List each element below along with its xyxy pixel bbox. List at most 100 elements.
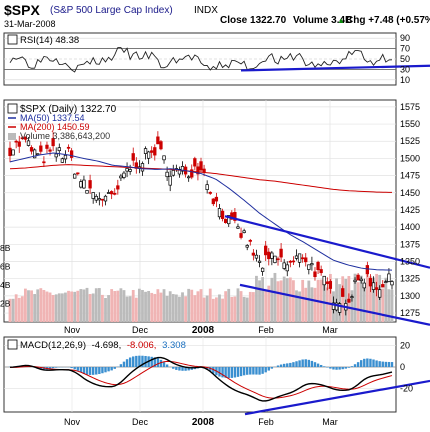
candle-body: [264, 245, 268, 256]
volume-bar: [369, 276, 372, 322]
candle-body: [60, 158, 65, 163]
macd-histogram-bar: [184, 367, 187, 371]
volume-bar: [119, 288, 123, 322]
volume-bar: [94, 288, 98, 322]
macd-histogram-bar: [390, 362, 394, 367]
candle-body: [14, 140, 18, 143]
macd-histogram-bar: [209, 367, 212, 372]
candle-body: [119, 175, 123, 179]
candle-body: [353, 279, 357, 282]
volume-bar: [91, 293, 95, 322]
candle-body: [54, 153, 58, 158]
price-tick-label: 1425: [400, 205, 420, 215]
price-legend: $SPX (Daily) 1322.70 MA(50) 1337.54 MA(2…: [7, 103, 117, 141]
price-tick-label: 1375: [400, 239, 420, 249]
candle-body: [42, 161, 46, 164]
volume-bar: [88, 294, 92, 322]
macd-histogram-bar: [292, 362, 295, 367]
macd-histogram-bar: [332, 367, 335, 370]
macd-histogram-bar: [221, 367, 224, 378]
macd-histogram-bar: [289, 362, 292, 367]
candle-body: [211, 198, 215, 205]
volume-bar: [168, 291, 172, 322]
ma200-legend: MA(200) 1450.59: [20, 122, 90, 132]
macd-histogram-bar: [375, 360, 378, 367]
candle-body: [285, 264, 289, 272]
macd-histogram-bar: [156, 358, 160, 367]
volume-legend: Volume 3,386,643,200: [20, 131, 110, 141]
macd-histogram-bar: [104, 367, 107, 373]
macd-histogram-bar: [230, 367, 234, 378]
macd-histogram-bar: [387, 361, 391, 367]
volume-bar: [147, 290, 151, 322]
lower-trendline: [239, 283, 430, 326]
volume-bar: [125, 296, 129, 322]
rsi-tick-label: 50: [400, 54, 410, 64]
volume-readout: Volume 3.4B: [293, 15, 352, 26]
macd-x-tick-label: Feb: [258, 417, 274, 427]
candle-body: [51, 138, 55, 147]
macd-histogram-bar: [138, 355, 141, 367]
macd-histogram-bar: [150, 356, 153, 367]
candle-body: [316, 261, 320, 271]
rsi-line: [9, 47, 393, 73]
candle-body: [150, 150, 154, 153]
price-panel: 1575 1550 1525 1500 1475 1450 1425 1400 1375 1350…: [0, 99, 430, 326]
candle-body: [171, 170, 175, 176]
volume-bar: [97, 288, 101, 322]
volume-bar: [298, 291, 301, 322]
macd-x-tick-label: Mar: [322, 417, 338, 427]
candle-body: [110, 191, 114, 195]
macd-label: MACD(12,26,9): [20, 340, 86, 351]
candle-body: [82, 179, 86, 189]
macd-histogram-bar: [372, 359, 375, 367]
volume-bar: [153, 293, 157, 322]
macd-histogram-bar: [24, 365, 27, 367]
price-x-tick-label: Mar: [322, 325, 338, 335]
candle-body: [156, 136, 160, 145]
volume-bar: [17, 297, 21, 322]
candle-body: [159, 141, 163, 150]
macd-histogram-bar: [162, 362, 166, 367]
macd-histogram-bar: [233, 367, 237, 378]
macd-histogram-bar: [316, 363, 320, 367]
macd-histogram-bar: [135, 355, 138, 367]
macd-histogram-bar: [282, 363, 286, 367]
macd-histogram-bar: [341, 367, 344, 370]
candle-body: [350, 296, 354, 298]
candle-body: [131, 153, 135, 161]
volume-bar: [270, 277, 274, 322]
candle-body: [17, 141, 21, 147]
macd-histogram-bar: [384, 361, 388, 367]
volume-bar: [279, 280, 283, 322]
candle-body: [347, 298, 351, 303]
volume-bar: [122, 290, 126, 322]
rsi-trendline: [240, 64, 430, 72]
volume-bar: [162, 289, 166, 322]
candle-body: [63, 154, 68, 160]
candle-body: [328, 281, 333, 289]
volume-bar: [54, 294, 58, 322]
candle-body: [134, 162, 138, 169]
volume-bar: [350, 290, 354, 322]
candle-body: [20, 137, 24, 140]
candle-body: [282, 262, 286, 269]
volume-bar: [282, 276, 286, 322]
price-tick-label: 1450: [400, 188, 420, 198]
volume-bar: [27, 290, 30, 322]
macd-histogram-bar: [249, 367, 252, 375]
candle-body: [279, 248, 283, 258]
volume-bar: [381, 288, 385, 322]
macd-histogram-bar: [310, 360, 314, 367]
macd-histogram-bar: [347, 367, 351, 368]
volume-bar: [30, 290, 33, 322]
macd-histogram-bar: [286, 363, 289, 367]
macd-histogram-bar: [270, 367, 274, 369]
candle-body: [8, 147, 12, 157]
volume-bar: [144, 291, 147, 322]
candle-body: [227, 215, 231, 225]
macd-histogram-bar: [258, 367, 261, 375]
volume-bar: [181, 292, 184, 322]
candle-body: [251, 252, 256, 256]
